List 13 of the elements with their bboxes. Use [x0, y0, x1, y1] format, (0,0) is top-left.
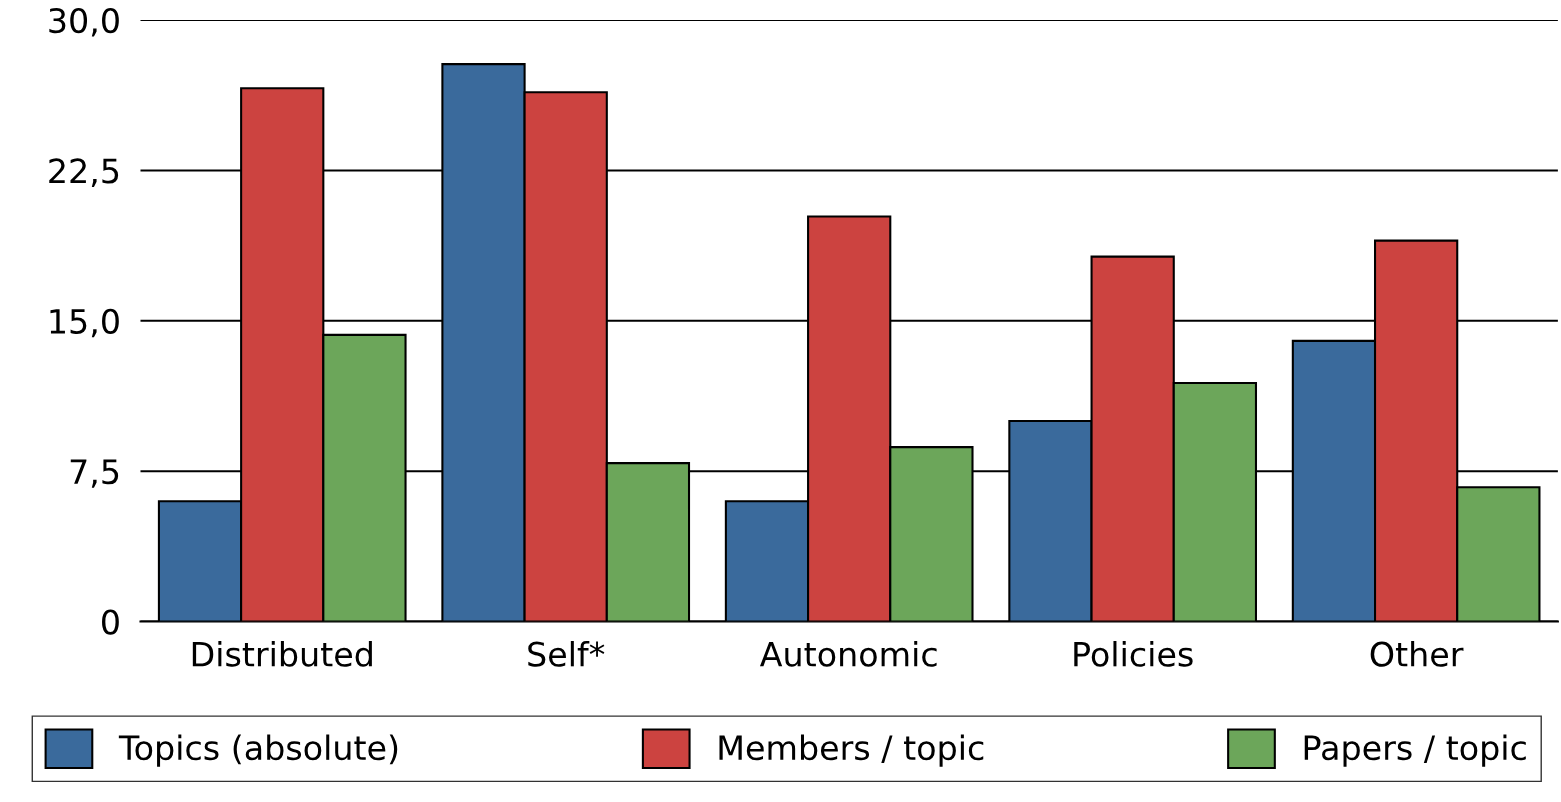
legend-label: Members / topic: [719, 734, 984, 767]
x-tick-label: Policies: [1074, 640, 1193, 667]
legend-label: Papers / topic: [1304, 734, 1526, 767]
x-tick-label: Other: [1370, 640, 1464, 667]
x-tick-label: Self*: [528, 640, 605, 667]
y-tick-label: 7,5: [70, 459, 119, 488]
y-tick-label: 30,0: [49, 7, 119, 37]
y-tick-label: 22,5: [49, 158, 119, 187]
legend-label: Topics (absolute): [118, 734, 398, 767]
x-tick-label: Autonomic: [759, 640, 937, 667]
x-tick-label: Distributed: [192, 640, 372, 667]
y-tick-label: 15,0: [50, 308, 119, 338]
y-tick-label: 0: [102, 609, 119, 635]
